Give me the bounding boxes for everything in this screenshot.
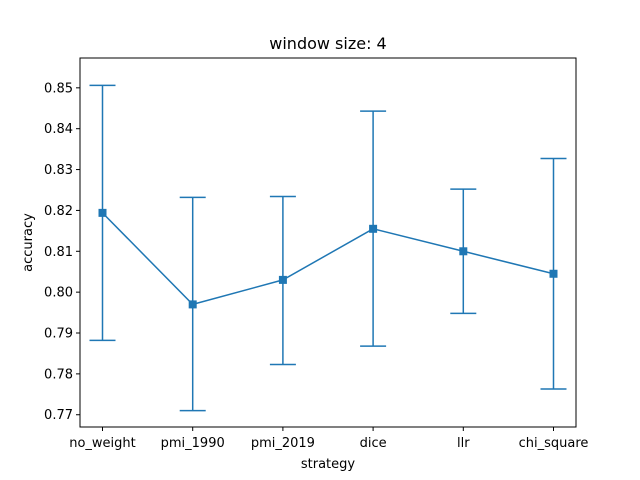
x-tick-label: no_weight [69, 436, 136, 451]
data-point [98, 208, 107, 217]
y-tick-label: 0.82 [44, 204, 73, 219]
y-axis-label: accuracy [21, 213, 36, 272]
x-tick-label: pmi_2019 [251, 436, 315, 451]
x-axis-label: strategy [301, 457, 356, 472]
y-tick-label: 0.77 [44, 408, 73, 423]
y-tick-label: 0.78 [44, 367, 73, 382]
chart-title: window size: 4 [269, 34, 386, 53]
y-tick-label: 0.85 [44, 81, 73, 96]
axis-ticks: 0.77 0.78 0.79 0.80 0.81 0.82 0.83 0.84 0.85 no_w… [44, 81, 588, 451]
data-point [278, 275, 287, 284]
data-point [549, 269, 558, 278]
x-tick-label: pmi_1990 [161, 436, 225, 451]
x-tick-label: dice [360, 436, 387, 451]
y-tick-label: 0.84 [44, 122, 73, 137]
data-point [369, 224, 378, 233]
y-tick-label: 0.81 [44, 245, 73, 260]
x-tick-label: chi_square [519, 436, 589, 451]
plot-area [89, 84, 567, 412]
series-line [101, 212, 554, 306]
y-tick-label: 0.80 [44, 286, 73, 301]
y-tick-label: 0.83 [44, 163, 73, 178]
axes-frame [79, 57, 577, 428]
x-tick-label: llr [457, 436, 470, 451]
data-point [459, 247, 468, 256]
data-point [188, 300, 197, 309]
y-tick-label: 0.79 [44, 327, 73, 342]
